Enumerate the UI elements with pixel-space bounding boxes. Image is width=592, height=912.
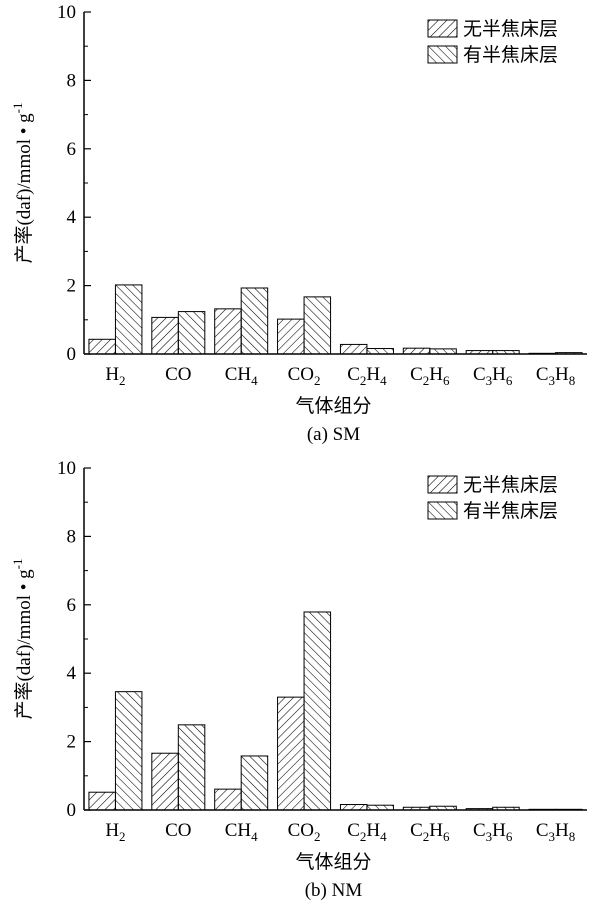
chart-sm: 0 2 4 6 8 10 H2 CO CH4 CO2 C2H4 C2H6 C3H6 C3H8 气体组分 (a)… [10,2,587,445]
bar-without-char-bed-ch4 [214,788,242,811]
x-tick-label-c3h6: C3H6 [473,364,513,388]
y-tick-label: 4 [67,207,77,228]
bar-without-char-bed-co [151,316,179,355]
bar-without-char-bed-c2h4 [339,804,368,811]
legend-swatch [427,475,458,494]
bar-with-char-bed-c2h6 [429,348,457,355]
bar-with-char-bed-ch4 [240,287,269,355]
x-tick-label-c3h8: C3H8 [536,820,575,844]
figure-caption: (a) SM [307,424,360,445]
x-axis-title: 气体组分 [295,851,371,873]
y-tick-label: 4 [67,663,77,684]
bar-with-char-bed-co2 [303,611,332,811]
chart-nm: 0 2 4 6 8 10 H2 CO CH4 CO2 C2H4 C2H6 C3H6 C3H8 气体组分 (b)… [10,458,587,901]
y-tick-label: 2 [67,732,77,753]
bar-without-char-bed-h2 [88,338,116,355]
x-tick-label-co: CO [165,820,191,841]
x-tick-label-co2: CO2 [288,820,321,844]
legend-label: 无半焦床层 [463,18,558,40]
x-axis-title: 气体组分 [295,395,371,417]
legend-label: 有半焦床层 [463,44,558,66]
y-tick-label: 8 [67,526,77,547]
bar-without-char-bed-co2 [277,318,305,355]
legend-swatch [427,45,458,64]
x-tick-label-c2h4: C2H4 [347,820,387,844]
legend-label: 有半焦床层 [463,500,558,522]
y-tick-label: 8 [67,70,77,91]
bar-without-char-bed-ch4 [214,308,242,355]
x-tick-label-h2: H2 [105,364,125,388]
x-tick-label-c2h4: C2H4 [347,364,387,388]
bar-without-char-bed-co [151,752,179,811]
y-axis-title: 产率(daf)/mmol • g-1 [10,102,35,263]
bar-without-char-bed-c2h6 [402,347,431,355]
bar-with-char-bed-ch4 [240,755,269,811]
legend-swatch [427,501,458,520]
x-tick-label-ch4: CH4 [225,364,258,388]
y-axis-title: 产率(daf)/mmol • g-1 [10,558,35,719]
x-tick-label-c3h6: C3H6 [473,820,513,844]
bar-without-char-bed-c2h4 [339,343,368,355]
figure-caption: (b) NM [305,880,363,901]
x-tick-label-c2h6: C2H6 [410,820,450,844]
x-tick-label-co: CO [165,364,191,385]
x-tick-label-c2h6: C2H6 [410,364,450,388]
y-tick-label: 10 [57,2,76,23]
x-tick-label-co2: CO2 [288,364,321,388]
x-tick-label-h2: H2 [105,820,125,844]
bar-with-char-bed-co [177,311,206,355]
y-tick-label: 2 [67,276,77,297]
x-tick-label-c3h8: C3H8 [536,364,575,388]
y-tick-label: 0 [67,800,77,821]
bar-with-char-bed-co [177,724,206,811]
y-tick-label: 6 [67,595,77,616]
y-tick-label: 6 [67,139,77,160]
y-tick-label: 10 [57,458,76,479]
bar-with-char-bed-co2 [303,296,332,355]
bar-without-char-bed-co2 [277,696,305,811]
bar-with-char-bed-h2 [114,284,143,355]
legend-label: 无半焦床层 [463,474,558,496]
bar-without-char-bed-h2 [88,791,116,811]
legend-swatch [427,19,458,38]
y-tick-label: 0 [67,344,77,365]
bar-with-char-bed-h2 [114,691,143,811]
bar-with-char-bed-c2h4 [366,348,394,355]
x-tick-label-ch4: CH4 [225,820,258,844]
